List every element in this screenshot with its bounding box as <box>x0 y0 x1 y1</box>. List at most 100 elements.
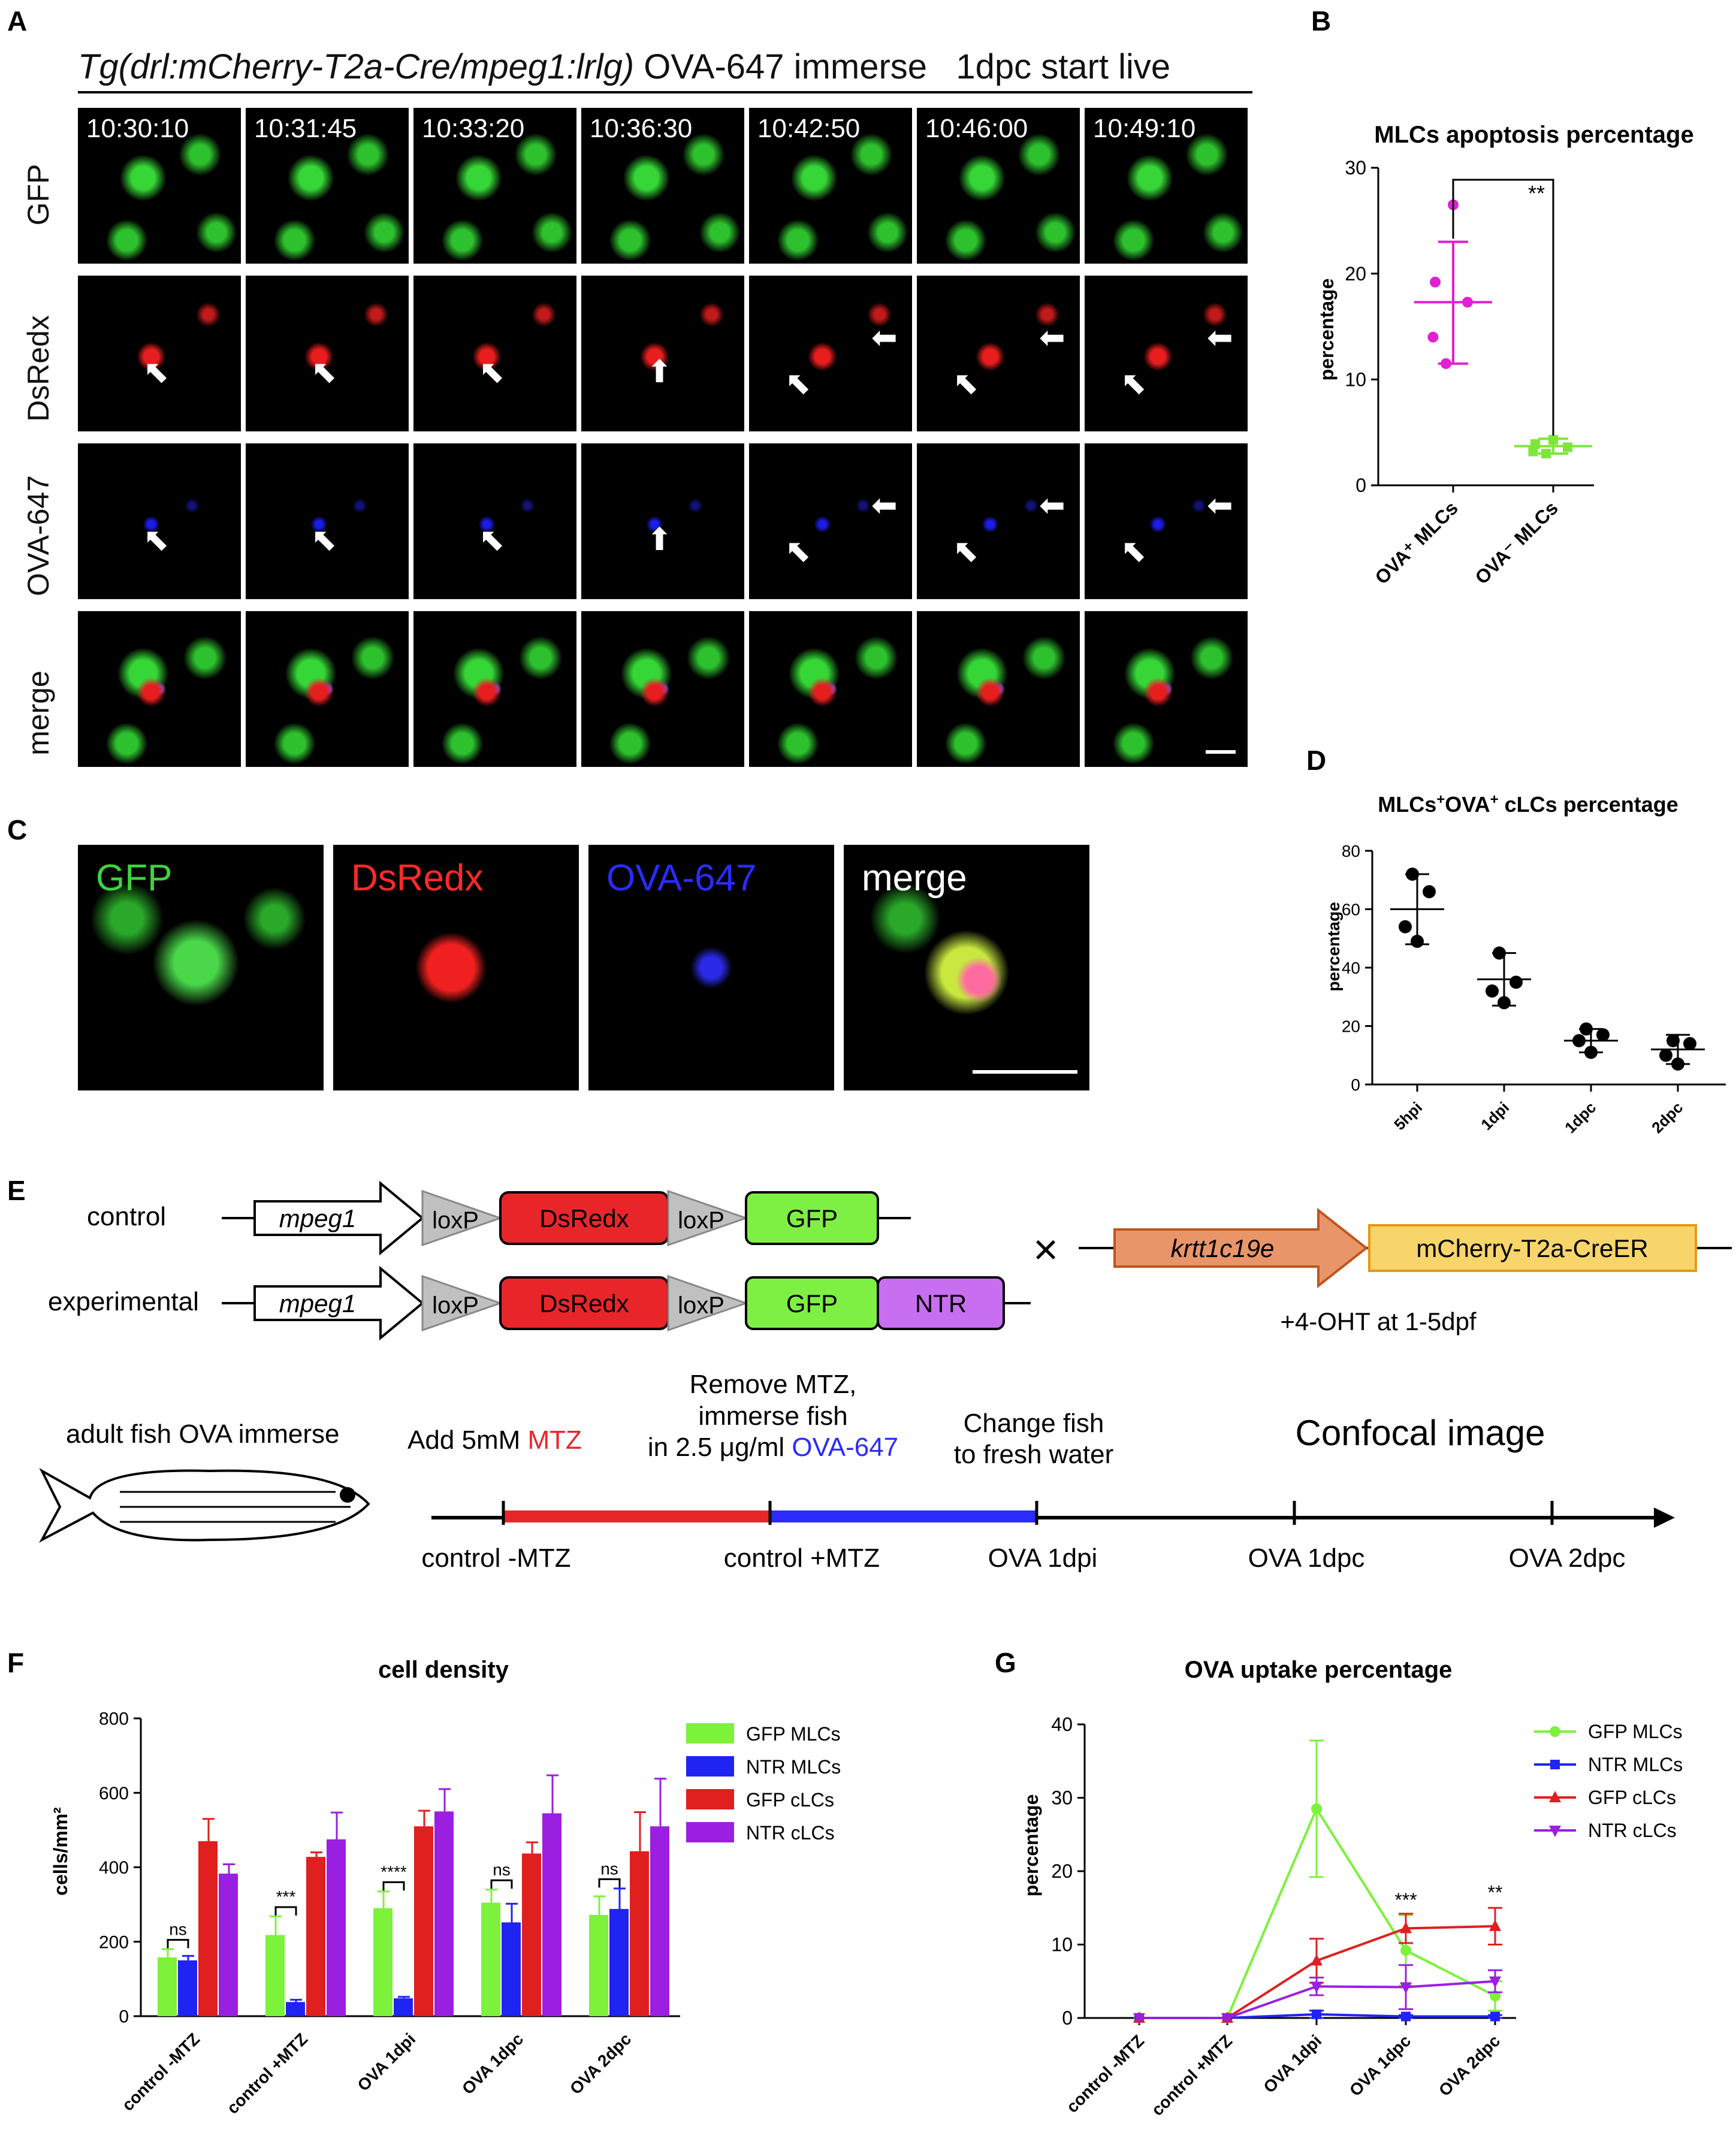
bar <box>589 1915 608 2016</box>
timeline-label-0: control -MTZ <box>421 1543 570 1573</box>
step-remove-mtz-2: immerse fish <box>698 1401 847 1431</box>
svg-text:GFP: GFP <box>786 1204 838 1232</box>
data-point <box>1530 439 1540 449</box>
y-tick-label: 0 <box>119 2007 129 2027</box>
timestamp-label: 10:36:30 <box>590 114 693 143</box>
y-tick-label: 30 <box>1051 1787 1073 1809</box>
arrow-icon: ⬋ <box>784 535 811 570</box>
bar <box>414 1826 433 2016</box>
data-point <box>1549 1791 1561 1802</box>
data-point <box>1133 2013 1145 2025</box>
mpeg1-promoter-arrow <box>253 1180 425 1256</box>
timestamp-label: 10:42:50 <box>757 114 861 143</box>
arrow-icon: ⬉ <box>143 522 170 558</box>
micrograph-tile: ⬉ <box>246 443 409 599</box>
micrograph-tile: 10:33:20 <box>413 108 576 264</box>
micrograph-tile: ⬉ <box>413 443 576 599</box>
gfp-box <box>745 1191 879 1245</box>
micrograph-tile: 10:49:10 <box>1085 108 1248 264</box>
significance-bracket <box>167 1939 189 1948</box>
panel-b-chart: MLCs apoptosis percentage percentage 0 10… <box>1316 122 1694 588</box>
arrow-icon: ⬅ <box>1039 488 1065 523</box>
legend-swatch <box>686 1756 734 1777</box>
ntr-box <box>877 1276 1005 1330</box>
x-tick-label: 1dpc <box>1561 1098 1599 1137</box>
panel-a-title-rest: OVA-647 immerse 1dpc start live <box>644 47 1171 86</box>
bar <box>327 1839 346 2016</box>
step-remove-mtz-3: in 2.5 μg/ml OVA-647 <box>648 1433 898 1462</box>
mtz-bar <box>503 1510 770 1522</box>
step-confocal: Confocal image <box>1296 1413 1545 1453</box>
legend-swatch <box>686 1822 734 1842</box>
micrograph-tile: 10:36:30 <box>581 108 744 264</box>
arrow-icon: ⬅ <box>871 321 898 355</box>
svg-text:mpeg1: mpeg1 <box>279 1289 356 1318</box>
significance-bracket <box>382 1881 405 1891</box>
data-point <box>1528 446 1538 457</box>
timeline-label-3: OVA 1dpc <box>1248 1543 1365 1573</box>
data-point <box>1311 1954 1323 1966</box>
krtt-promoter-arrow <box>1113 1207 1369 1289</box>
micrograph-tile <box>1085 611 1248 767</box>
svg-text:krtt1c19e: krtt1c19e <box>1171 1234 1275 1262</box>
arrow-icon: ⬋ <box>784 367 811 402</box>
panel-g-title: OVA uptake percentage <box>1185 1657 1453 1683</box>
micrograph-tile: 10:30:10 <box>78 108 241 264</box>
data-point <box>1550 1760 1560 1769</box>
micrograph-tile: ⬋ ⬅ <box>749 276 912 431</box>
y-tick-label: 0 <box>1351 1075 1360 1094</box>
micrograph-tile: ⬉ <box>246 276 409 431</box>
micrograph-tile: ⬆ <box>581 276 744 431</box>
panel-a-image-grid: 10:30:10 10:31:45 10:33:20 10:36:30 10:42:50… <box>78 108 1252 767</box>
scale-bar <box>973 1070 1077 1074</box>
panel-d-marks <box>1390 868 1705 1071</box>
bar <box>306 1857 325 2016</box>
bar <box>609 1909 629 2016</box>
panel-a-title-italic: Tg(drl:mCherry-T2a-Cre/mpeg1:lrlg) <box>78 47 635 86</box>
bar <box>522 1853 541 2016</box>
data-point <box>1580 1022 1593 1036</box>
y-tick-label: 800 <box>99 1709 129 1729</box>
x-tick-label: 1dpi <box>1477 1098 1512 1134</box>
y-tick-label: 20 <box>1051 1860 1073 1882</box>
data-point <box>1427 331 1439 343</box>
y-tick-label: 0 <box>1355 475 1366 496</box>
arrow-icon: ⬋ <box>952 535 979 570</box>
y-tick-label: 40 <box>1342 959 1360 977</box>
significance-bracket <box>490 1879 513 1889</box>
panel-c-tile: GFP <box>78 845 324 1090</box>
data-point <box>1311 1981 1323 1993</box>
significance-bracket <box>274 1906 297 1916</box>
y-tick-label: 600 <box>99 1784 129 1803</box>
x-tick-label: 2dpc <box>1648 1098 1686 1137</box>
legend-label: NTR cLCs <box>746 1822 835 1844</box>
micrograph-tile: 10:42:50 <box>749 108 912 264</box>
svg-text:loxP: loxP <box>678 1292 724 1319</box>
svg-text:DsRedx: DsRedx <box>539 1204 629 1232</box>
micrograph-tile: 10:31:45 <box>246 108 409 264</box>
bar <box>265 1935 285 2016</box>
data-point <box>1462 297 1473 308</box>
panel-letter-g: G <box>995 1647 1016 1678</box>
significance-label: ** <box>1488 1882 1503 1904</box>
data-point <box>1548 435 1558 445</box>
timestamp-label: 10:49:10 <box>1093 114 1196 143</box>
data-point <box>1490 1990 1500 2002</box>
x-tick-label: OVA 1dpc <box>458 2029 527 2098</box>
micrograph-tile: 10:46:00 <box>917 108 1080 264</box>
data-point <box>1490 2011 1500 2022</box>
y-tick-label: 40 <box>1051 1714 1073 1735</box>
bar <box>481 1902 500 2016</box>
timeline-label-4: OVA 2dpc <box>1509 1543 1626 1573</box>
legend-label: NTR cLCs <box>1588 1820 1677 1841</box>
data-point <box>1498 996 1511 1010</box>
micrograph-tile <box>413 611 576 767</box>
bar <box>198 1841 218 2016</box>
arrow-icon: ⬉ <box>310 355 337 390</box>
micrograph-tile: ⬉ <box>78 443 241 599</box>
x-tick-label: control -MTZ <box>1062 2031 1148 2116</box>
data-point <box>1401 2011 1411 2022</box>
x-tick-label: OVA⁻ MLCs <box>1471 497 1562 588</box>
timeline-label-1: control +MTZ <box>724 1543 880 1573</box>
timestamp-label: 10:33:20 <box>422 114 525 143</box>
